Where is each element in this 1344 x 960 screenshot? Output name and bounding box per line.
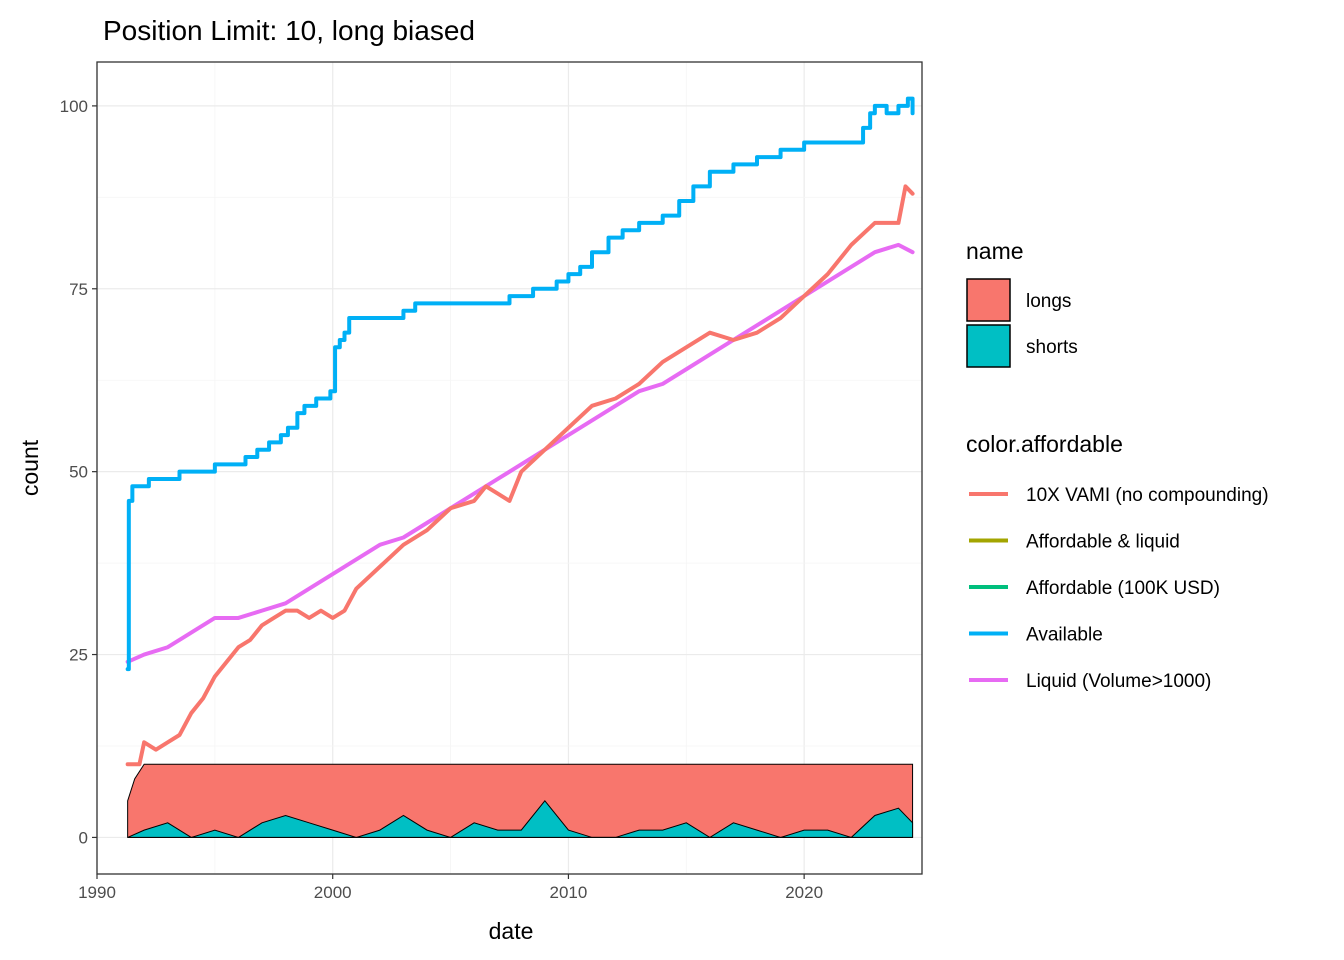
y-tick-label: 0 [79,828,88,847]
legend-name-title: name [966,238,1024,264]
area-longs [127,763,914,838]
y-axis: 0 25 50 75 100 [60,97,97,847]
x-axis-title: date [489,918,534,944]
panel-border [96,61,923,875]
legend-label-10x-vami-no-compounding: 10X VAMI (no compounding) [1026,485,1269,506]
series-line-liquid-volume-1000 [125,242,915,664]
series-line-10x-vami-no-compounding [125,184,915,767]
legend-label-longs: longs [1026,291,1071,312]
area-shorts [127,800,914,839]
legend-color-affordable-title: color.affordable [966,431,1123,457]
legend-label-affordable-liquid: Affordable & liquid [1026,532,1180,553]
legend-label-liquid-volume-1000: Liquid (Volume>1000) [1026,671,1211,692]
x-axis: 1990 2000 2010 2020 [78,874,823,902]
legend-label-shorts: shorts [1026,337,1078,358]
y-tick-label: 75 [69,280,88,299]
chart-title: Position Limit: 10, long biased [103,15,475,46]
y-tick-label: 25 [69,646,88,665]
x-tick-label: 1990 [78,883,116,902]
x-tick-label: 2000 [314,883,352,902]
series-line-available [125,96,915,672]
line-layer [125,96,915,767]
y-tick-label: 50 [69,463,88,482]
legend-label-available: Available [1026,625,1103,646]
area-layer [127,763,914,839]
panel-grid [96,62,923,874]
legend-name: name longs shorts [966,238,1078,368]
legend-color-affordable: color.affordable 10X VAMI (no compoundin… [966,431,1269,692]
y-axis-title: count [17,439,43,496]
legend-label-affordable-100k-usd: Affordable (100K USD) [1026,578,1220,599]
y-tick-label: 100 [60,97,88,116]
legend-key-shorts [966,324,1011,368]
x-tick-label: 2010 [550,883,588,902]
legend-key-longs [966,278,1011,322]
x-tick-label: 2020 [785,883,823,902]
